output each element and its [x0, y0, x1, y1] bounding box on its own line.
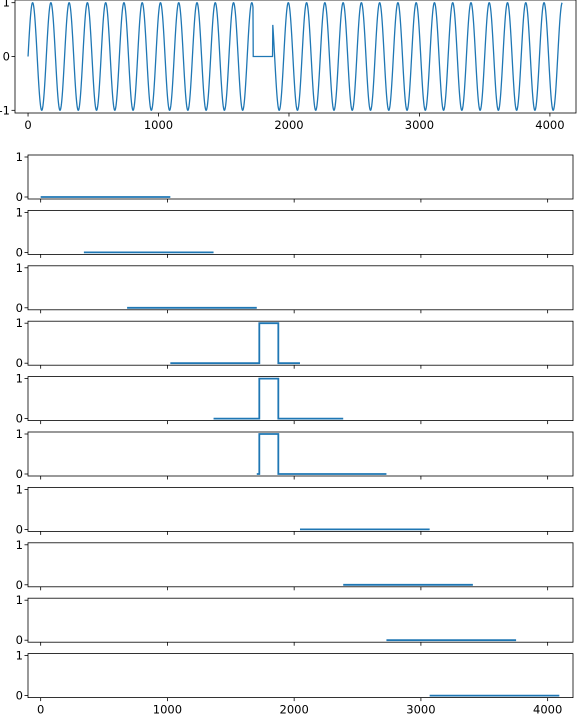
axes-frame: [27, 209, 574, 255]
chart-panel-9: 01: [16, 593, 574, 647]
y-tick-label: 0: [16, 190, 23, 204]
x-tick-label: 4000: [533, 703, 562, 717]
window-mask-line: [213, 377, 344, 420]
y-tick-label: 0: [16, 301, 23, 315]
x-tick-label: 3000: [405, 118, 434, 132]
y-tick-label: 1: [16, 482, 23, 496]
chart-panel-8: 01: [16, 538, 574, 592]
chart-panel-10: 0 1000 2000 3000 4000 0 1: [16, 649, 574, 717]
y-tick-label: 0: [16, 412, 23, 426]
axes-frame: [27, 653, 574, 698]
y-tick-label: 1: [16, 372, 23, 386]
window-mask-line: [170, 322, 300, 365]
chart-panel-7: 01: [16, 482, 574, 536]
y-tick-label: 0: [3, 50, 10, 64]
axes-frame: [27, 542, 574, 588]
y-tick-label: 1: [3, 0, 10, 10]
y-tick-label: 1: [16, 649, 23, 663]
signal-line: [27, 2, 563, 111]
y-tick-label: -1: [0, 103, 10, 117]
chart-panel-2: 01: [16, 205, 574, 259]
y-tick-label: 0: [16, 356, 23, 370]
axes-frame: [27, 265, 574, 311]
y-tick-label: 0: [16, 467, 23, 481]
x-tick-label: 3000: [406, 703, 435, 717]
y-tick-label: 1: [16, 150, 23, 164]
chart-panel-3: 01: [16, 261, 574, 315]
chart-panel-1: 01: [16, 150, 574, 204]
y-tick-label: 0: [16, 578, 23, 592]
x-tick-label: 1000: [144, 118, 173, 132]
window-mask-line: [256, 433, 387, 475]
axes-frame: [27, 597, 574, 643]
y-tick-label: 0: [16, 522, 23, 536]
y-tick-label: 1: [16, 316, 23, 330]
x-tick-label: 2000: [280, 703, 309, 717]
x-tick-label: 0: [37, 703, 44, 717]
y-tick-label: 1: [16, 593, 23, 607]
chart-panel-5: 01: [16, 372, 574, 426]
x-tick-label: 1000: [153, 703, 182, 717]
x-tick-label: 2000: [274, 118, 303, 132]
y-tick-label: 1: [16, 427, 23, 441]
y-tick-label: 1: [16, 261, 23, 275]
chart-panel-6: 01: [16, 427, 574, 481]
y-tick-label: 0: [16, 689, 23, 703]
chart-panel-0: 0 1000 2000 3000 4000 -1 0 1: [0, 0, 577, 132]
axes-frame: [27, 154, 574, 200]
y-tick-label: 0: [16, 245, 23, 259]
x-tick-label: 4000: [535, 118, 564, 132]
y-tick-label: 1: [16, 205, 23, 219]
y-tick-label: 0: [16, 633, 23, 647]
axes-frame: [27, 376, 574, 422]
axes-frame: [27, 320, 574, 366]
chart-panel-4: 01: [16, 316, 574, 370]
x-tick-label: 0: [24, 118, 31, 132]
axes-frame: [27, 486, 574, 532]
axes-frame: [27, 431, 574, 477]
y-tick-label: 1: [16, 538, 23, 552]
